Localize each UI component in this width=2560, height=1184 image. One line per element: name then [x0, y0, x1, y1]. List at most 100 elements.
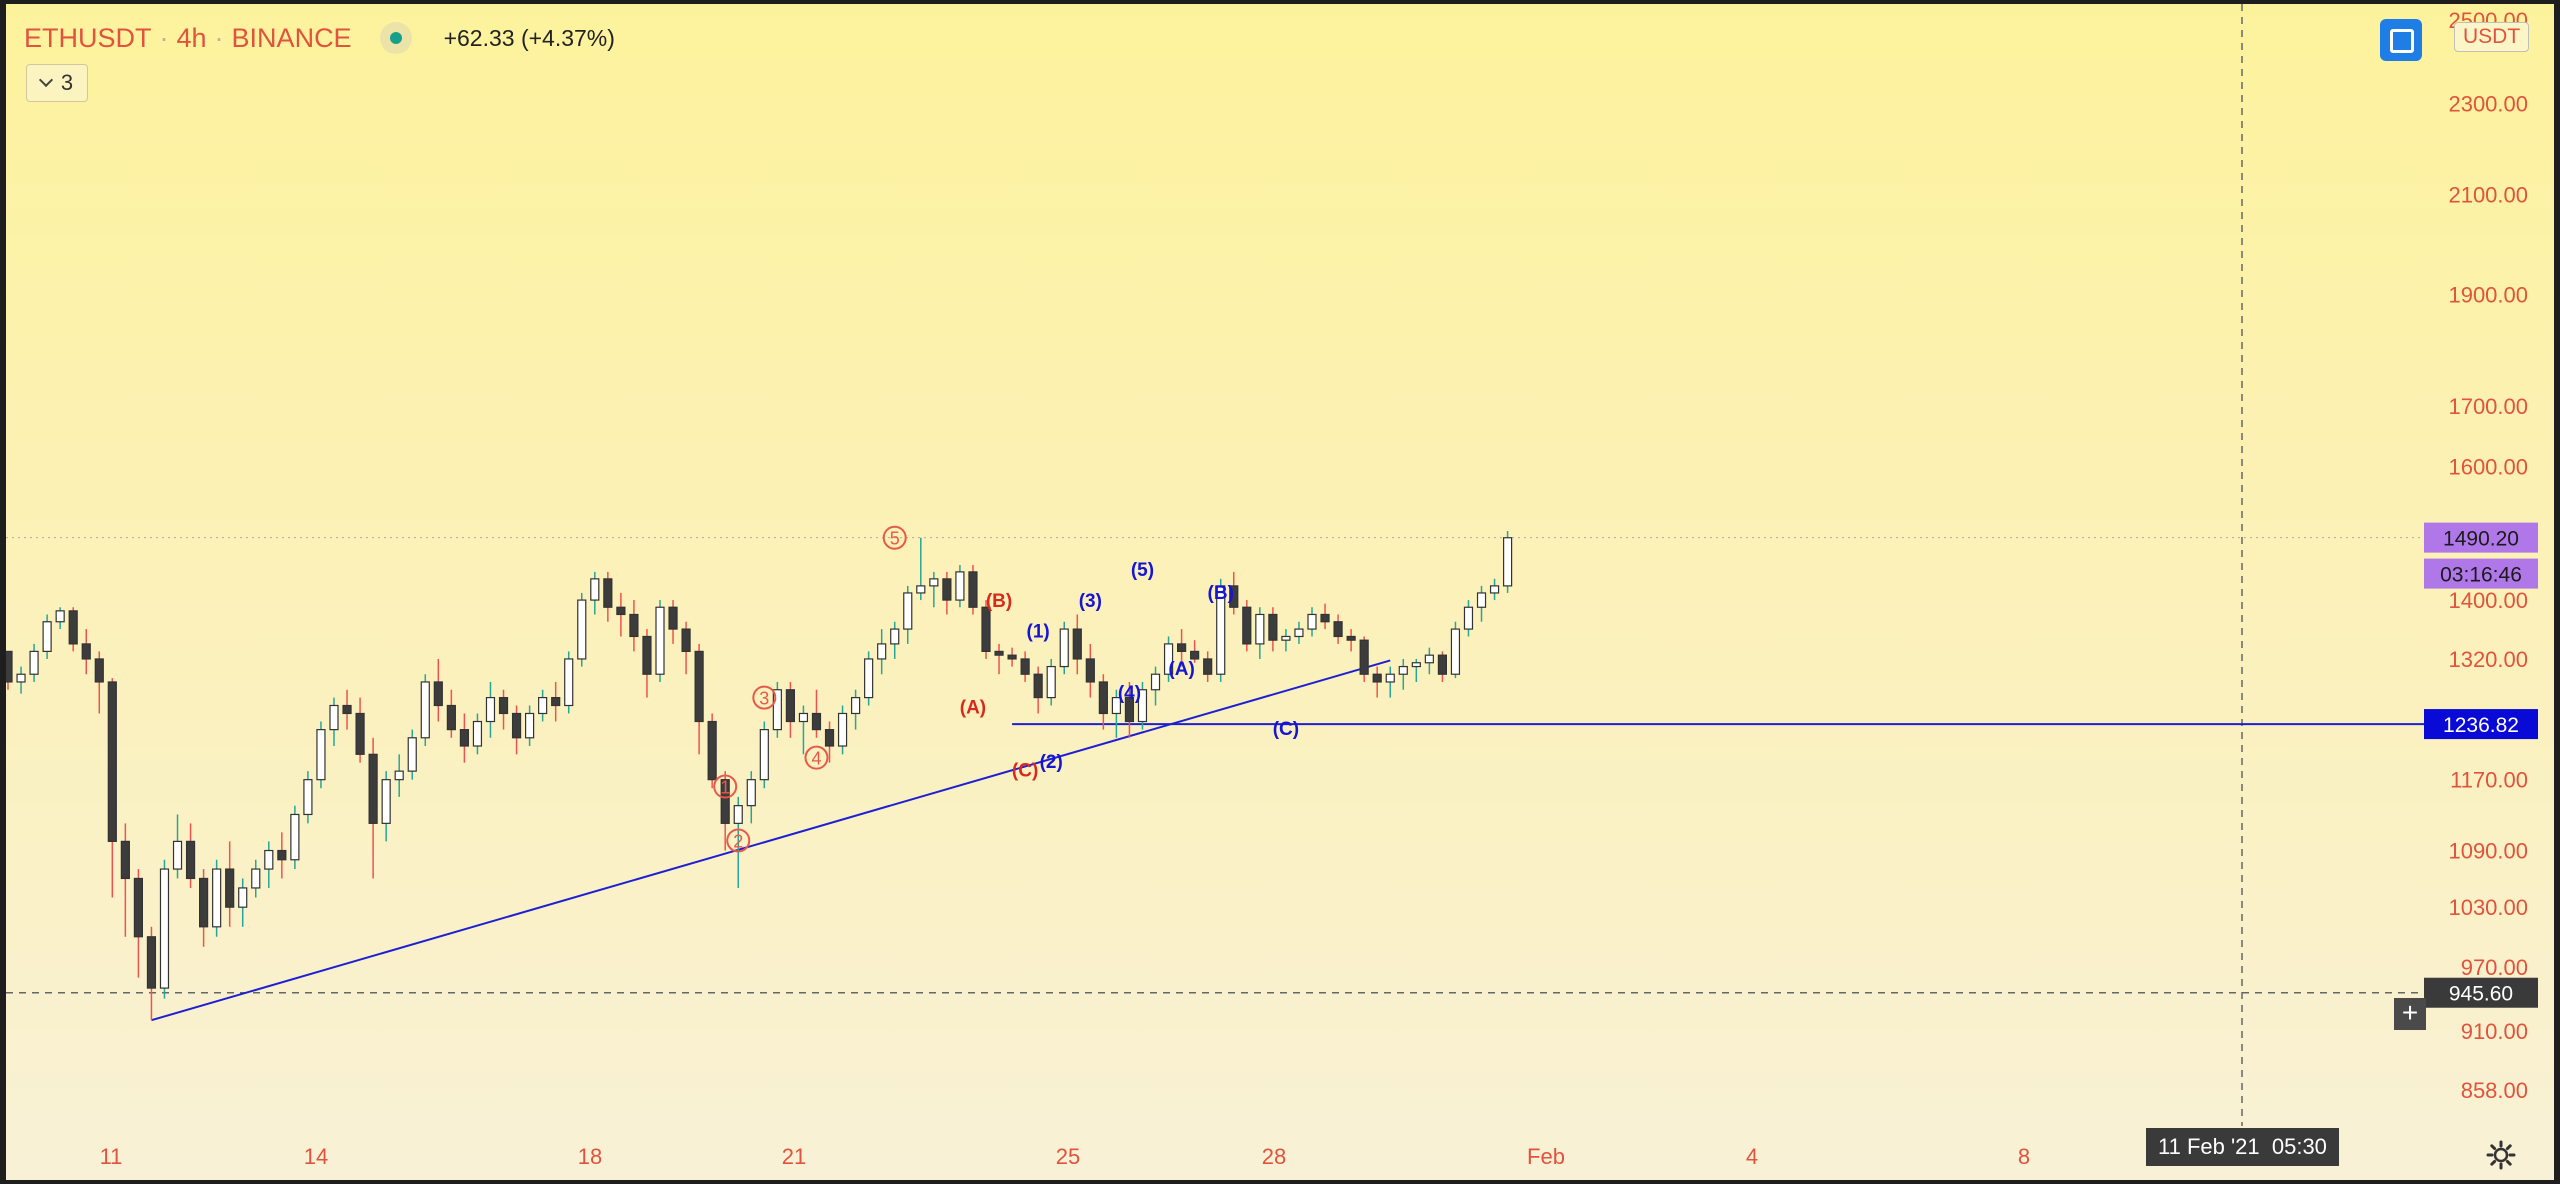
candle-body [251, 868, 261, 889]
exchange-label[interactable]: BINANCE [231, 22, 352, 53]
fullscreen-icon [2390, 29, 2414, 53]
candle-countdown-tag: 03:16:46 [2440, 564, 2522, 587]
indicators-toggle-button[interactable]: 3 [26, 64, 88, 102]
wave-label-circle [726, 828, 751, 853]
wave-label: 2 [733, 831, 743, 851]
candle-body [850, 696, 861, 715]
market-status-icon[interactable] [379, 22, 412, 54]
candle-body [81, 643, 91, 660]
candle-body [1190, 650, 1200, 660]
candle-body [1163, 643, 1174, 675]
wave-label: (C) [1012, 760, 1038, 781]
candle-body [955, 571, 965, 601]
crosshair-price-tag: 945.60 [2449, 983, 2513, 1006]
candle-body [877, 643, 887, 660]
candle-body [1294, 628, 1304, 638]
candle-body [1085, 658, 1095, 683]
candle-body [6, 650, 13, 683]
price-tick-label: 910.00 [2461, 1019, 2528, 1044]
time-tick-label: 25 [1056, 1144, 1080, 1169]
price-tick-label: 1090.00 [2448, 839, 2528, 864]
chevron-down-icon [38, 72, 53, 88]
wave-label: (2) [1040, 752, 1063, 773]
candle-countdown-tag-box [2424, 558, 2538, 589]
candle-body [642, 635, 652, 675]
time-tick-label: 11 [100, 1144, 123, 1169]
price-tick-label: 1170.00 [2450, 768, 2528, 793]
candle-body [368, 753, 378, 824]
symbol-legend: ETHUSDT · 4h · BINANCE +62.33 (+4.37%) [24, 22, 615, 54]
candle-body [264, 849, 274, 870]
interval-label[interactable]: 4h [176, 22, 207, 53]
candle-body [225, 868, 235, 908]
currency-label[interactable]: USDT [2454, 22, 2530, 52]
time-tick-label: Feb [1527, 1144, 1565, 1169]
candle-body [590, 578, 600, 601]
wave-label: (5) [1131, 560, 1154, 581]
crosshair-time-label: 11 Feb '21 05:30 [2146, 1128, 2339, 1166]
price-tick-label: 2100.00 [2448, 182, 2528, 207]
candle-body [355, 712, 365, 755]
price-tick-label: 1900.00 [2448, 282, 2528, 307]
fullscreen-button[interactable] [2380, 19, 2422, 61]
time-tick-label: 18 [578, 1144, 602, 1169]
candle-body [864, 658, 874, 699]
candle-body [172, 840, 183, 870]
wave-label-circle [804, 745, 829, 770]
wave-label: 3 [759, 689, 769, 709]
candle-body [159, 868, 170, 989]
candle-body [1320, 613, 1330, 623]
candle-body [1137, 689, 1148, 723]
candle-body [133, 877, 143, 938]
price-tick-label: 1400.00 [2448, 588, 2528, 613]
candle-body [290, 813, 300, 861]
candle-body [994, 650, 1004, 656]
wave-label: 5 [890, 529, 900, 549]
candle-body [511, 712, 522, 739]
gear-icon[interactable] [2486, 1140, 2516, 1170]
candle-body [1437, 654, 1448, 675]
candle-body [694, 650, 704, 723]
candle-body [538, 696, 548, 715]
chart-frame[interactable]: 2500.00 2300.00 2100.00 1900.00 1700.00 1600.… [6, 4, 2554, 1180]
price-tick-label: 1700.00 [2448, 394, 2528, 419]
candle-body [1450, 628, 1461, 675]
candle-body [929, 578, 939, 587]
candle-body [1059, 628, 1069, 668]
candle-body [1359, 639, 1369, 675]
candle-body [329, 704, 339, 731]
candle-body [1007, 654, 1017, 660]
candle-body [603, 578, 613, 608]
candle-body [1268, 613, 1278, 641]
price-tick-label: 1030.00 [2448, 895, 2528, 920]
wave-label: (4) [1118, 683, 1141, 704]
candle-body [811, 712, 822, 731]
candle-body [1463, 606, 1474, 630]
add-alert-button[interactable]: + [2394, 998, 2426, 1030]
time-tick-label: 8 [2018, 1144, 2030, 1169]
price-chart[interactable]: 2500.002300.002100.001900.001700.001600.… [6, 4, 2554, 1180]
candle-body [498, 696, 509, 715]
last-price-tag-box [2424, 522, 2538, 553]
legend-separator: · [214, 22, 224, 53]
candle-body [42, 621, 52, 652]
candle-body [772, 689, 782, 731]
candle-body [1398, 665, 1408, 675]
last-price-tag: 1490.20 [2443, 528, 2519, 551]
candle-body [1033, 673, 1043, 699]
candle-body [1176, 643, 1187, 652]
candle-body [1424, 654, 1434, 664]
wave-label-circle [882, 525, 907, 550]
price-tick-label: 1600.00 [2448, 454, 2528, 479]
candle-body [55, 610, 65, 623]
candle-body [1281, 635, 1291, 641]
candle-body [16, 673, 26, 683]
candle-body [1216, 585, 1226, 675]
wave-label-circle [752, 685, 777, 710]
trendline [151, 659, 1391, 1022]
symbol-name[interactable]: ETHUSDT [24, 22, 152, 53]
candle-body [1150, 673, 1161, 691]
candle-body [29, 650, 39, 675]
wave-label: (1) [1027, 622, 1050, 643]
candle-body [1046, 665, 1056, 699]
